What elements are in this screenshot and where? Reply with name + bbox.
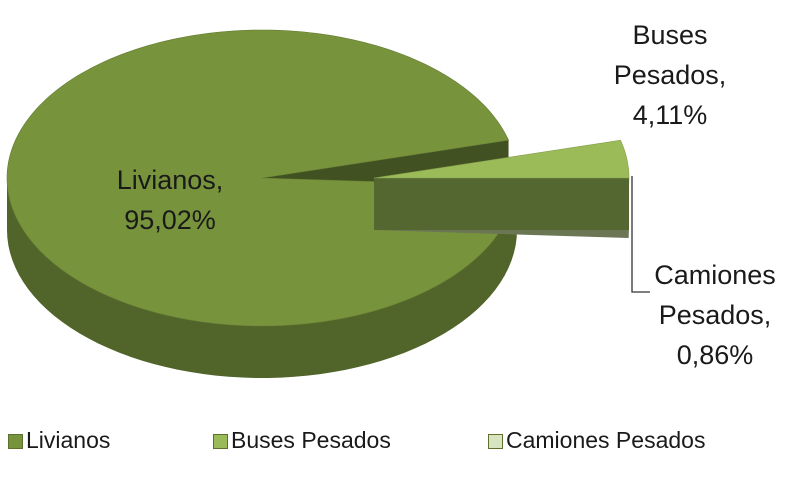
- legend-item: Buses Pesados: [213, 422, 391, 458]
- data-label-value: 0,86%: [676, 340, 754, 370]
- legend-swatch: [488, 434, 503, 449]
- data-label-name: Camiones Pesados: [654, 260, 776, 330]
- data-label-value: 95,02%: [124, 205, 216, 235]
- legend-label: Livianos: [26, 427, 111, 453]
- legend-swatch: [213, 434, 228, 449]
- legend-label: Camiones Pesados: [506, 427, 706, 453]
- data-label-name: Livianos: [116, 165, 216, 195]
- data-label: Buses Pesados, 4,11%: [605, 15, 735, 135]
- data-label-separator: ,: [215, 165, 224, 195]
- legend-label: Buses Pesados: [231, 427, 391, 453]
- slice-side: [7, 178, 517, 378]
- data-label-separator: ,: [763, 300, 772, 330]
- legend-item: Camiones Pesados: [488, 422, 705, 458]
- data-label-name: Buses Pesados: [613, 20, 719, 90]
- legend: Livianos Buses Pesados Camiones Pesados: [0, 422, 804, 462]
- legend-swatch: [8, 434, 23, 449]
- pie-slice: [373, 139, 630, 230]
- data-label: Camiones Pesados, 0,86%: [645, 255, 785, 375]
- legend-item: Livianos: [8, 422, 110, 458]
- slice-top: [373, 139, 630, 179]
- leader-line: [631, 176, 650, 293]
- data-label: Livianos, 95,02%: [70, 160, 270, 240]
- data-label-separator: ,: [718, 60, 727, 90]
- slice-top: [6, 29, 517, 327]
- data-label-value: 4,11%: [632, 100, 708, 130]
